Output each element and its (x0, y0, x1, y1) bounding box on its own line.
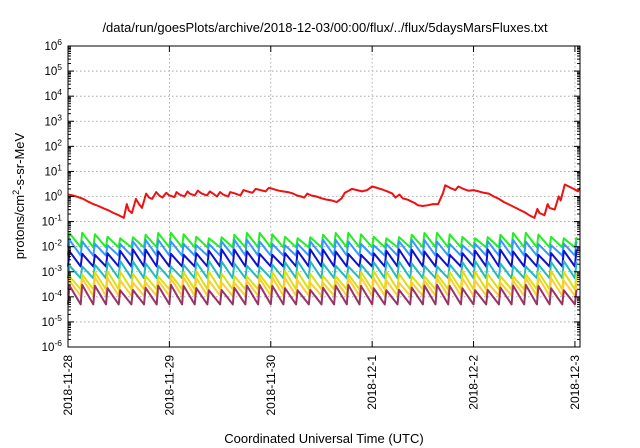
y-tick-label: 10-1 (42, 213, 63, 229)
y-axis-label-sup: 2 (11, 190, 21, 195)
grid-lines (68, 46, 580, 347)
x-axis-ticks: 2018-11-28 2018-11-29 2018-11-30 2018-12-1 2… (61, 46, 582, 416)
y-tick-label: 10-4 (42, 288, 63, 304)
y-tick-label: 10-6 (42, 338, 63, 354)
x-tick-label: 2018-12-3 (568, 355, 582, 410)
y-tick-label: 10-2 (42, 238, 63, 254)
x-axis-label: Coordinated Universal Time (UTC) (224, 431, 423, 446)
y-tick-label: 104 (44, 87, 62, 103)
y-tick-label: 10-5 (42, 313, 63, 329)
x-tick-label: 2018-12-2 (467, 355, 481, 410)
y-tick-label: 106 (44, 37, 62, 53)
series-line (67, 260, 578, 280)
y-tick-label: 102 (44, 137, 62, 153)
data-series (67, 183, 581, 306)
series-line (67, 248, 578, 268)
chart-title: /data/run/goesPlots/archive/2018-12-03/0… (102, 20, 548, 35)
y-axis-ticks: 10-6 10-5 10-4 10-3 10-2 10-1 100 101 102 103 104 1… (42, 37, 580, 354)
y-axis-label-rest: -s-sr-MeV (12, 132, 27, 189)
y-tick-label: 103 (44, 112, 62, 128)
y-tick-label: 100 (44, 188, 62, 204)
y-tick-label: 10-3 (42, 263, 63, 279)
x-tick-label: 2018-11-30 (264, 355, 278, 416)
y-tick-label: 101 (44, 162, 62, 178)
series-line (67, 283, 578, 306)
y-axis-label-base: protons/cm (12, 195, 27, 259)
series-line (67, 238, 578, 257)
x-tick-label: 2018-11-28 (61, 355, 75, 416)
x-tick-label: 2018-11-29 (162, 355, 176, 416)
x-tick-label: 2018-12-1 (365, 355, 379, 410)
series-line (67, 183, 581, 219)
y-tick-label: 105 (44, 62, 62, 78)
y-axis-label: protons/cm2-s-sr-MeV (11, 132, 27, 259)
